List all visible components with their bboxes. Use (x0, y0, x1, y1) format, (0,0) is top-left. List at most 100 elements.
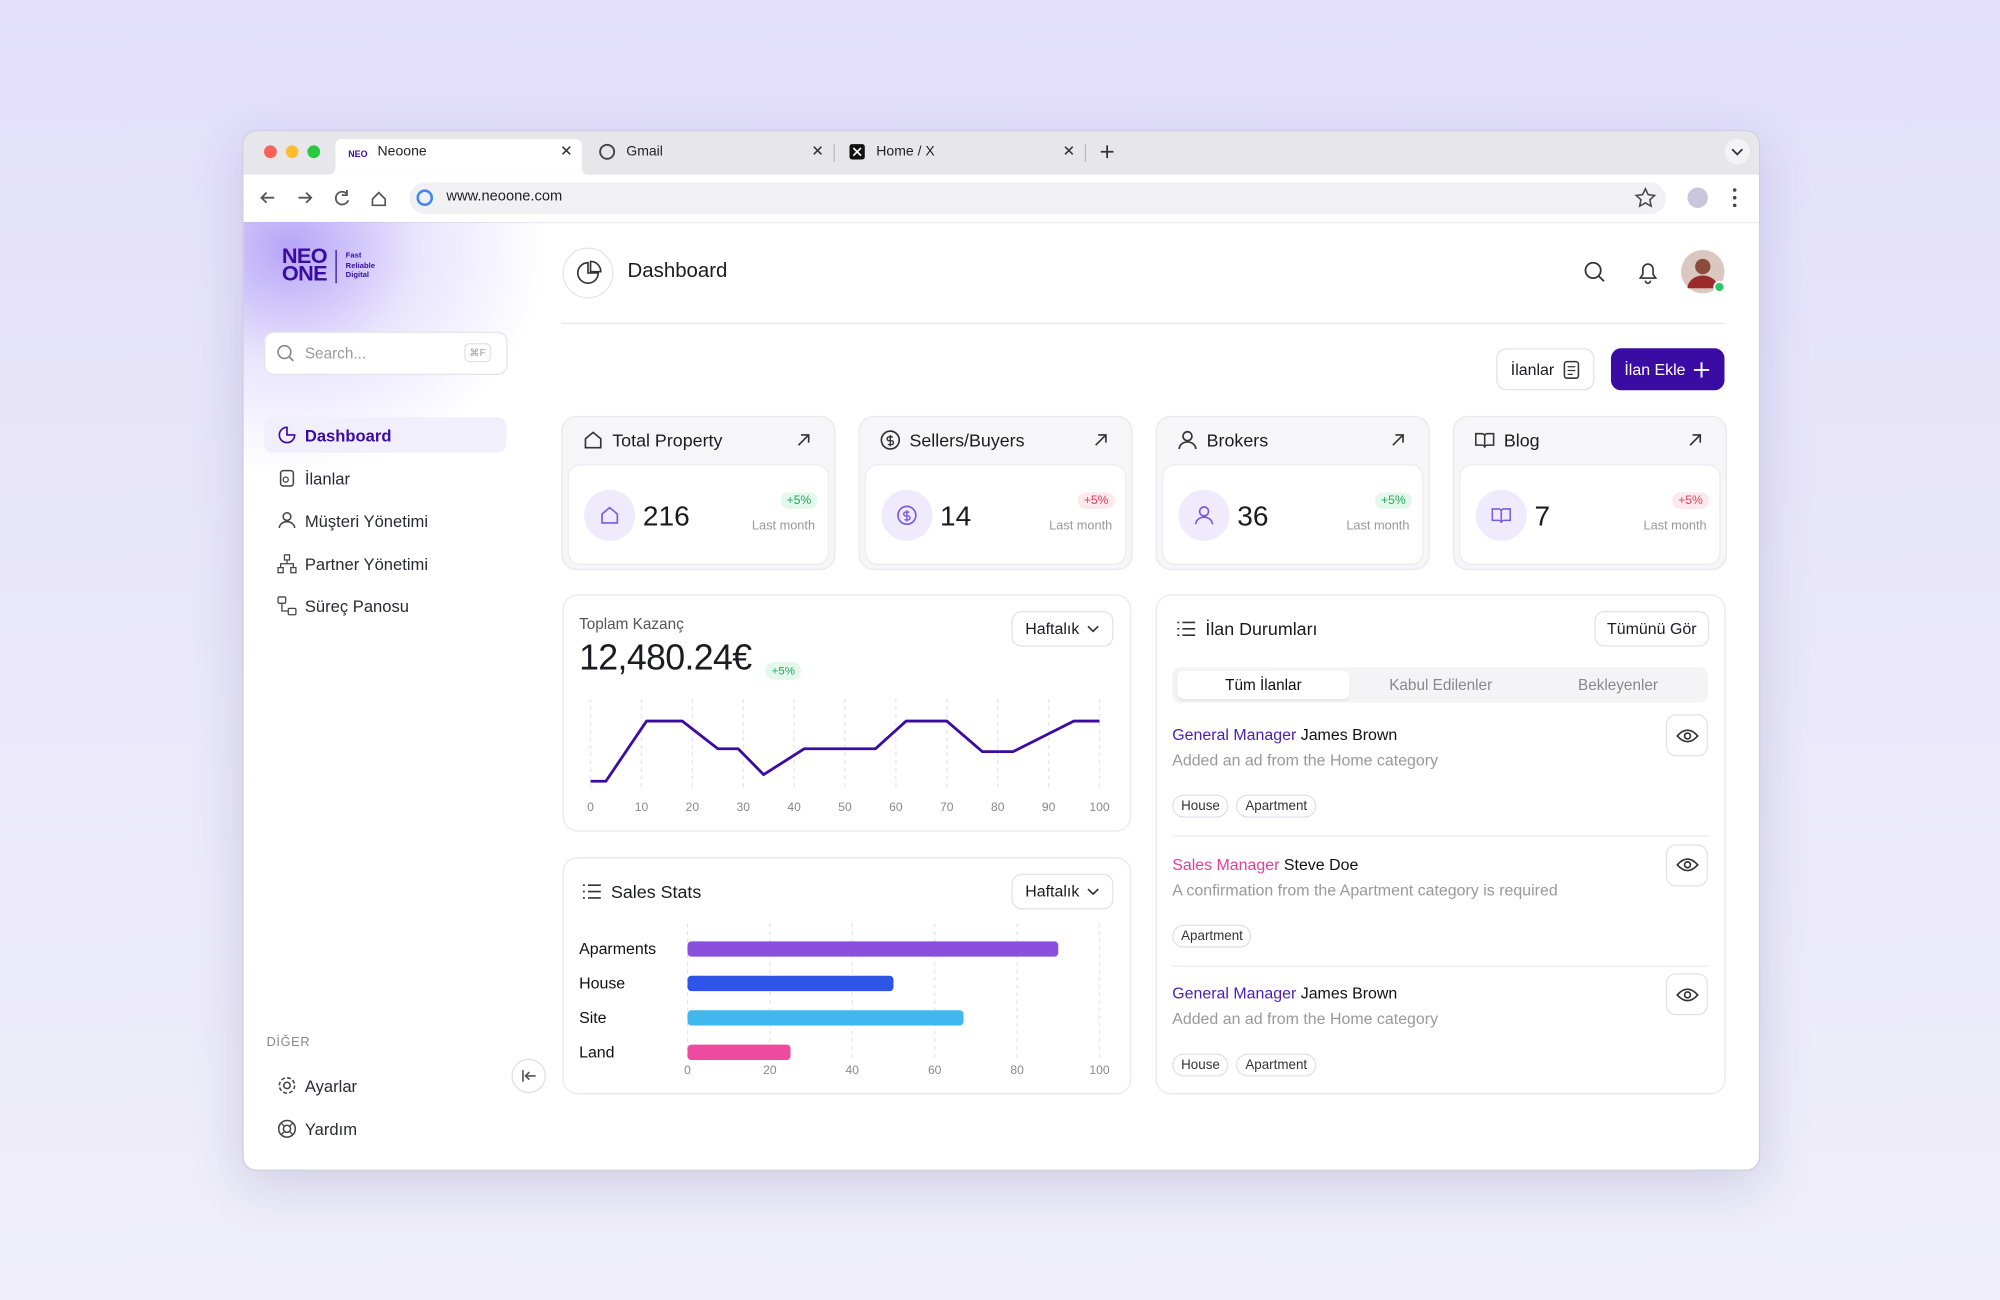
search-placeholder: Search... (304, 344, 367, 363)
nav-icon (277, 510, 297, 530)
period-select[interactable]: Haftalık (1011, 873, 1114, 910)
icon (277, 1119, 297, 1138)
list-icon (582, 884, 601, 899)
open-arrow[interactable] (1092, 431, 1110, 449)
page-title: Dashboard (627, 260, 728, 282)
listing-name: James Brown (1300, 984, 1398, 1003)
tag: Apartment (1236, 1053, 1317, 1077)
earnings-total: 12,480.24€ (579, 637, 752, 678)
view-button[interactable] (1665, 973, 1708, 1016)
period-select[interactable]: Haftalık (1011, 610, 1114, 647)
button-label: İlanlar (1510, 360, 1555, 379)
nav-icon (277, 553, 297, 574)
logo-divider (335, 249, 337, 284)
nav-item[interactable]: Dashboard (264, 417, 507, 453)
nav-item[interactable]: İlanlar (264, 460, 506, 496)
listing-item: General Manager James Brown Added an ad f… (1172, 973, 1709, 1103)
tag: Apartment (1172, 924, 1252, 948)
eye-icon (1675, 728, 1699, 742)
search-shortcut: ⌘F (464, 343, 491, 363)
add-listing-button[interactable]: İlan Ekle (1610, 348, 1725, 391)
nav-item[interactable]: Yardım (264, 1110, 506, 1146)
open-arrow[interactable] (1389, 431, 1407, 449)
logo: NEO ONE (281, 245, 328, 286)
listing-description: Added an ad from the Home category (1172, 1010, 1439, 1029)
stat-period: Last month (751, 519, 816, 534)
listing-tab[interactable]: Kabul Edilenler (1389, 676, 1493, 694)
item-divider (1172, 835, 1710, 837)
listing-tab[interactable]: Tüm İlanlar (1177, 670, 1350, 699)
listing-name: Steve Doe (1283, 855, 1359, 874)
nav-label: Süreç Panosu (304, 597, 410, 617)
icon (601, 506, 619, 524)
search-box[interactable]: Search... ⌘F (264, 331, 508, 375)
view-button[interactable] (1665, 714, 1708, 757)
earnings-card: Toplam Kazanç 12,480.24€ +5% Haftalık (562, 594, 1132, 832)
tag: Apartment (1236, 794, 1317, 818)
view-button[interactable] (1665, 843, 1708, 886)
tag: House (1172, 1053, 1229, 1077)
listing-role: General Manager (1172, 725, 1297, 744)
icon (897, 505, 917, 526)
tab-title[interactable]: Home / X (876, 144, 935, 160)
listings-button[interactable]: İlanlar (1496, 348, 1595, 391)
icon (277, 596, 297, 616)
icon (1392, 434, 1404, 446)
stat-value: 7 (1534, 499, 1551, 532)
tagline: Fast (345, 252, 362, 261)
listing-tags: House Apartment (1172, 793, 1324, 818)
listing-tabs: Tüm İlanlar Kabul Edilenler Bekleyenler (1172, 667, 1708, 703)
stat-card: Total Property 216 +5% Last month (561, 415, 836, 571)
listing-role: Sales Manager (1172, 855, 1280, 874)
logo-bottom: ONE (281, 261, 328, 286)
search-icon (277, 344, 294, 362)
nav-item[interactable]: Ayarlar (264, 1068, 506, 1104)
listing-description: A confirmation from the Apartment catego… (1172, 880, 1558, 899)
stat-icon (582, 429, 605, 452)
nav-item[interactable]: Müşteri Yönetimi (264, 503, 506, 539)
listing-tab[interactable]: Bekleyenler (1577, 676, 1658, 694)
listing-name: James Brown (1300, 725, 1398, 744)
url[interactable]: www.neoone.com (446, 188, 563, 205)
icon (278, 512, 296, 529)
earnings-change: +5% (765, 661, 802, 680)
view-all-button[interactable]: Tümünü Gör (1594, 610, 1710, 647)
stat-card: Sellers/Buyers 14 +5% Last month (858, 415, 1133, 571)
listing-headline: General Manager James Brown (1172, 726, 1397, 744)
open-arrow[interactable] (795, 431, 813, 449)
tagline: Digital (345, 271, 370, 280)
stat-badge-icon (881, 489, 933, 541)
nav-item[interactable]: Süreç Panosu (264, 589, 506, 625)
stat-title: Sellers/Buyers (909, 429, 1025, 451)
open-arrow[interactable] (1686, 431, 1704, 449)
tab-bar: NEO Neoone Gmail Home / X (243, 131, 1759, 175)
doc-icon (1563, 360, 1579, 379)
stat-body: 216 +5% Last month (567, 464, 830, 566)
icon (584, 431, 602, 449)
icon (1095, 434, 1107, 446)
tab-title[interactable]: Neoone (377, 144, 427, 160)
collapse-button[interactable] (511, 1058, 546, 1094)
nav-item[interactable]: Partner Yönetimi (264, 546, 506, 582)
stat-icon (879, 429, 902, 452)
icon (1178, 430, 1197, 450)
nav-label: İlanlar (304, 468, 351, 489)
stat-period: Last month (1049, 519, 1113, 534)
nav-icon (277, 596, 297, 616)
stat-change: +5% (1374, 492, 1412, 509)
tag: House (1172, 794, 1229, 818)
stat-title: Blog (1503, 429, 1540, 451)
listing-role: General Manager (1172, 984, 1297, 1003)
icon (279, 469, 295, 487)
stat-period: Last month (1643, 519, 1707, 534)
stat-badge-icon (584, 489, 636, 541)
icon (1689, 434, 1702, 446)
svg-text:NEO: NEO (348, 149, 367, 159)
nav-label: Müşteri Yönetimi (304, 511, 429, 531)
icon (1474, 432, 1495, 448)
stat-icon (1473, 429, 1496, 452)
tab-title[interactable]: Gmail (626, 144, 663, 160)
list-icon (1177, 621, 1196, 637)
stat-body: 7 +5% Last month (1459, 464, 1721, 566)
